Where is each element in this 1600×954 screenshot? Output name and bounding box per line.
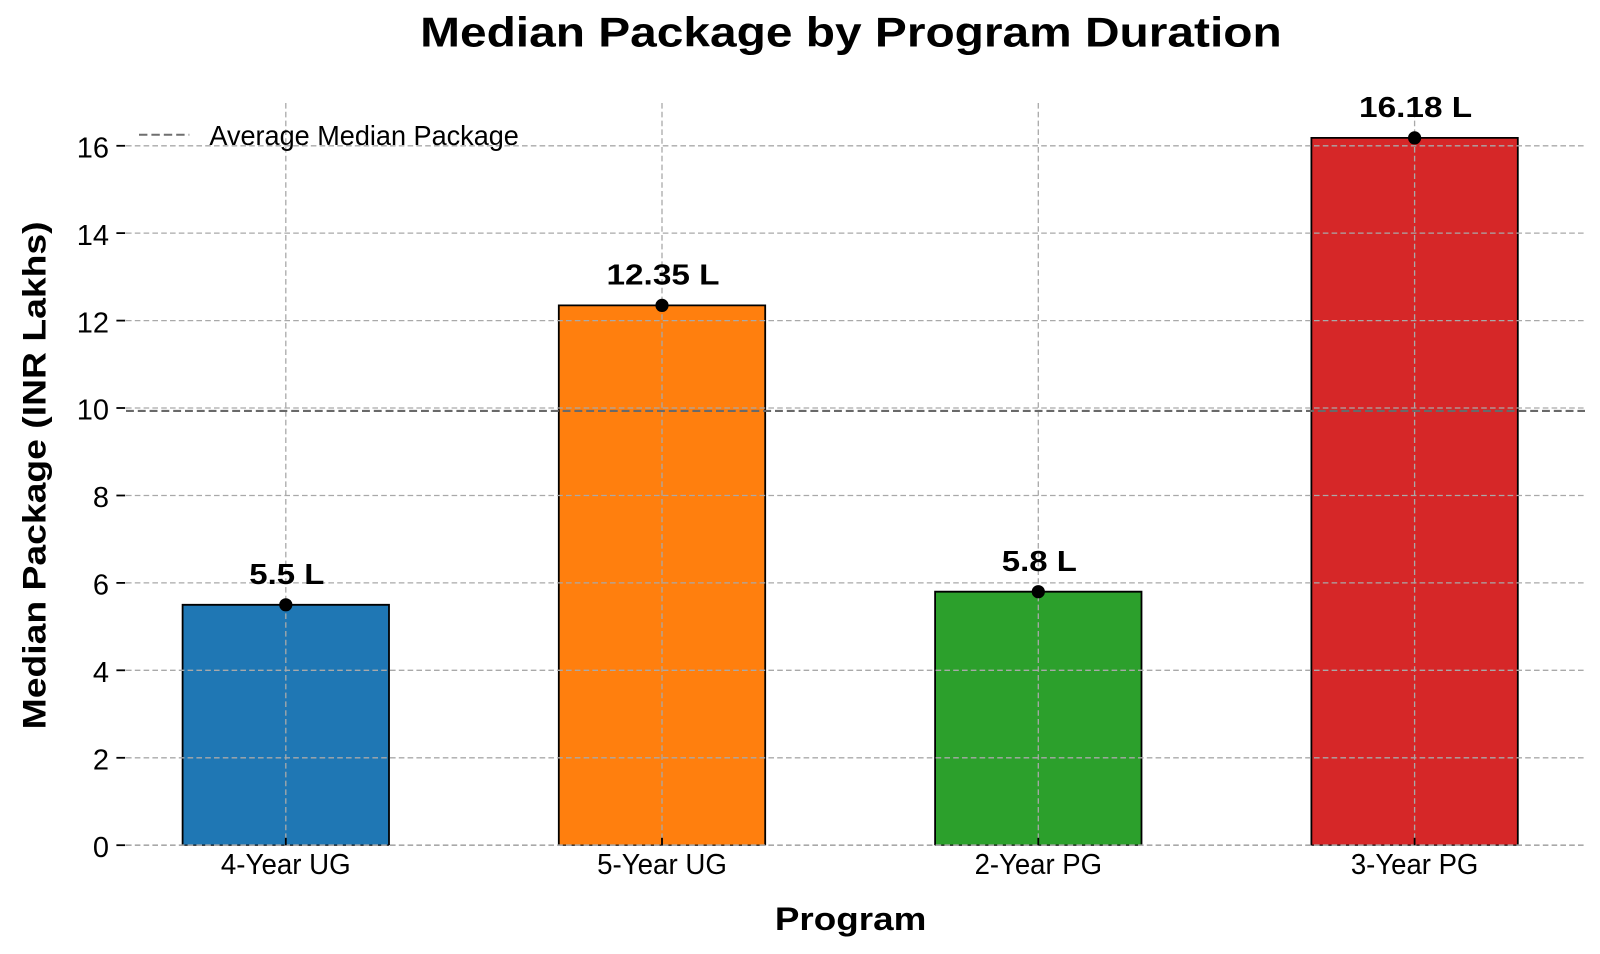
svg-text:14: 14: [77, 220, 109, 252]
svg-text:4-Year UG: 4-Year UG: [221, 848, 351, 881]
svg-text:5-Year UG: 5-Year UG: [597, 848, 727, 881]
svg-text:4: 4: [93, 657, 109, 689]
svg-text:Median Package by Program Dura: Median Package by Program Duration: [420, 9, 1282, 56]
svg-text:16.18 L: 16.18 L: [1359, 91, 1472, 123]
svg-text:12.35 L: 12.35 L: [606, 259, 719, 291]
svg-text:6: 6: [93, 570, 109, 602]
svg-text:10: 10: [77, 395, 109, 427]
svg-text:5.8 L: 5.8 L: [1002, 545, 1077, 578]
svg-text:Program: Program: [775, 902, 926, 937]
svg-text:2: 2: [93, 745, 109, 777]
svg-text:Median Package (INR Lakhs): Median Package (INR Lakhs): [18, 221, 53, 729]
svg-text:8: 8: [93, 482, 109, 514]
svg-text:0: 0: [93, 832, 109, 864]
svg-text:2-Year PG: 2-Year PG: [975, 847, 1102, 880]
svg-text:16: 16: [77, 133, 109, 165]
svg-text:12: 12: [77, 307, 109, 339]
svg-text:3-Year PG: 3-Year PG: [1351, 847, 1478, 880]
svg-text:Average Median Package: Average Median Package: [209, 119, 518, 151]
svg-text:5.5 L: 5.5 L: [249, 558, 324, 591]
